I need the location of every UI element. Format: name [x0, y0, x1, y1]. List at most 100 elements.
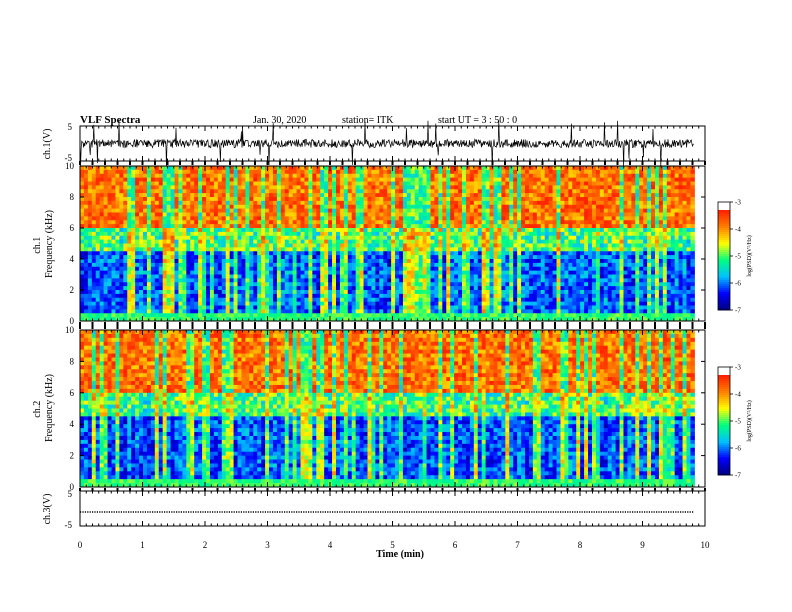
spectrogram-cell	[426, 259, 432, 264]
spectrogram-cell	[225, 309, 231, 314]
spectrogram-cell	[237, 274, 242, 279]
spectrogram-cell	[127, 197, 132, 202]
spectrogram-cell	[131, 259, 136, 264]
spectrogram-cell	[182, 228, 187, 233]
spectrogram-cell	[505, 243, 510, 248]
spectrogram-cell	[560, 266, 565, 272]
spectrogram-cell	[206, 235, 211, 241]
spectrogram-cell	[257, 266, 262, 272]
spectrogram-cell	[406, 189, 412, 194]
spectrogram-cell	[328, 228, 333, 233]
spectrogram-cell	[119, 193, 124, 198]
spectrogram-cell	[162, 239, 168, 245]
spectrogram-cell	[391, 293, 396, 299]
spectrogram-cell	[493, 193, 498, 198]
spectrogram-cell	[162, 231, 168, 237]
spectrogram-cell	[131, 266, 136, 272]
spectrogram-cell	[347, 224, 353, 229]
spectrogram-cell	[261, 305, 266, 310]
spectrogram-cell	[430, 274, 435, 279]
spectrogram-cell	[300, 231, 305, 237]
spectrogram-cell	[158, 259, 164, 264]
spectrogram-cell	[221, 239, 227, 245]
spectrogram-cell	[536, 278, 542, 283]
spectrogram-cell	[229, 297, 235, 303]
spectrogram-cell	[221, 177, 227, 183]
spectrogram-cell	[320, 231, 325, 237]
spectrogram-cell	[276, 231, 282, 237]
spectrogram-cell	[363, 278, 368, 283]
spectrogram-cell	[442, 309, 447, 314]
spectrogram-cell	[269, 224, 274, 229]
spectrogram-cell	[528, 216, 534, 221]
spectrogram-cell	[501, 243, 506, 248]
spectrogram-cell	[186, 204, 191, 210]
spectrogram-cell	[430, 173, 435, 179]
spectrogram-cell	[556, 251, 561, 256]
spectrogram-cell	[265, 189, 270, 194]
spectrogram-cell	[280, 262, 286, 268]
spectrogram-cell	[505, 197, 510, 202]
spectrogram-cell	[406, 255, 412, 260]
spectrogram-cell	[465, 266, 471, 272]
spectrogram-cell	[320, 189, 325, 194]
spectrogram-cell	[564, 274, 569, 279]
spectrogram-cell	[304, 235, 309, 241]
spectrogram-cell	[276, 204, 282, 210]
spectrogram-cell	[536, 177, 542, 183]
spectrogram-cell	[347, 309, 353, 314]
spectrogram-cell	[493, 293, 498, 299]
spectrogram-cell	[367, 208, 372, 214]
spectrogram-cell	[501, 220, 506, 225]
spectrogram-cell	[87, 293, 93, 299]
spectrogram-cell	[194, 228, 199, 233]
spectrogram-cell	[532, 224, 538, 229]
spectrogram-cell	[450, 235, 455, 241]
spectrogram-cell	[249, 185, 254, 190]
spectrogram-cell	[462, 262, 467, 268]
spectrogram-cell	[115, 262, 120, 268]
spectrogram-cell	[174, 313, 179, 318]
spectrogram-cell	[229, 251, 235, 256]
spectrogram-cell	[131, 224, 136, 229]
spectrogram-cell	[143, 228, 148, 233]
spectrogram-cell	[505, 301, 510, 307]
spectrogram-cell	[442, 200, 447, 206]
spectrogram-cell	[213, 239, 219, 245]
spectrogram-cell	[233, 274, 239, 279]
spectrogram-cell	[343, 255, 349, 260]
spectrogram-cell	[162, 189, 168, 194]
spectrogram-cell	[544, 290, 550, 295]
spectrogram-cell	[493, 286, 498, 291]
spectrogram-cell	[257, 243, 262, 248]
spectrogram-cell	[410, 220, 416, 225]
spectrogram-cell	[217, 235, 223, 241]
spectrogram-cell	[217, 297, 223, 303]
spectrogram-cell	[430, 189, 435, 194]
spectrogram-cell	[493, 231, 498, 237]
spectrogram-cell	[241, 262, 246, 268]
spectrogram-cell	[162, 274, 168, 279]
spectrogram-cell	[485, 200, 491, 206]
spectrogram-cell	[367, 278, 372, 283]
spectrogram-cell	[521, 193, 526, 198]
spectrogram-cell	[91, 301, 97, 307]
spectrogram-cell	[505, 173, 510, 179]
spectrogram-cell	[442, 317, 447, 322]
spectrogram-cell	[154, 177, 160, 183]
spectrogram-cell	[505, 181, 510, 186]
spectrogram-cell	[170, 278, 176, 283]
spectrogram-cell	[513, 290, 518, 295]
spectrogram-cell	[536, 185, 542, 190]
spectrogram-cell	[194, 239, 199, 245]
spectrogram-cell	[521, 169, 526, 175]
spectrogram-cell	[91, 259, 97, 264]
spectrogram-cell	[375, 235, 380, 241]
spectrogram-cell	[324, 301, 329, 307]
spectrogram-cell	[217, 193, 223, 198]
spectrogram-cell	[202, 228, 207, 233]
spectrogram-cell	[347, 204, 353, 210]
spectrogram-cell	[410, 204, 416, 210]
spectrogram-cell	[473, 169, 479, 175]
spectrogram-cell	[434, 239, 439, 245]
